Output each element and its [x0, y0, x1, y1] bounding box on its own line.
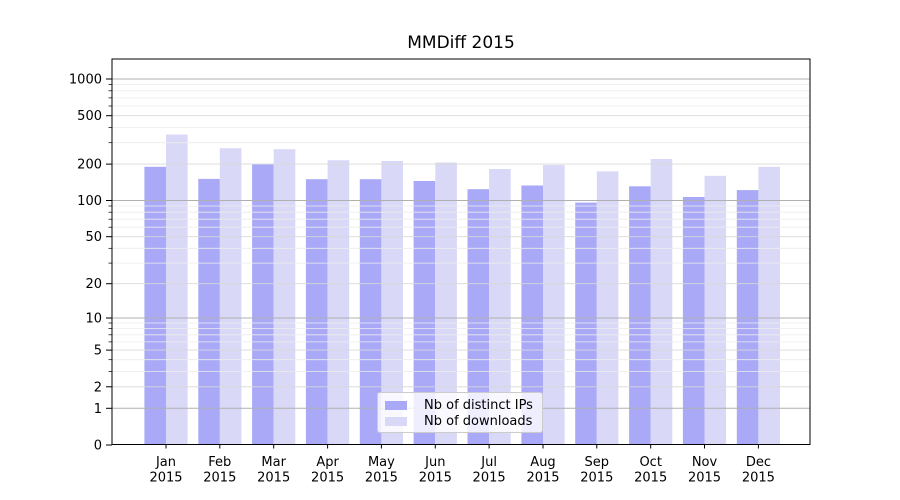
- y-tick-label: 5: [94, 344, 102, 359]
- y-tick-label: 20: [85, 277, 102, 292]
- plot-frame: [111, 58, 811, 445]
- x-tick-label-month: Sep: [585, 455, 610, 470]
- x-tick-label-month: Mar: [261, 455, 286, 470]
- x-tick-label-year: 2015: [634, 471, 667, 486]
- x-tick-label-year: 2015: [203, 471, 236, 486]
- bar-downloads-jul: [489, 169, 511, 445]
- bar-downloads-aug: [543, 165, 565, 445]
- x-tick-label-year: 2015: [419, 471, 452, 486]
- x-tick-label-year: 2015: [149, 471, 182, 486]
- x-tick-label-year: 2015: [688, 471, 721, 486]
- x-tick-label-month: Jan: [155, 455, 176, 470]
- x-tick-label-year: 2015: [526, 471, 559, 486]
- x-tick-label-month: Nov: [692, 455, 718, 470]
- bar-ips-jun: [413, 181, 436, 445]
- legend-swatch-downloads: [385, 416, 407, 426]
- bar-downloads-dec: [758, 166, 780, 445]
- bar-downloads-may: [381, 161, 403, 445]
- x-tick-label-month: Apr: [316, 455, 339, 470]
- bar-ips-apr: [305, 179, 328, 445]
- x-tick-label-year: 2015: [311, 471, 344, 486]
- bar-downloads-sep: [596, 171, 619, 445]
- y-tick-label: 0: [94, 439, 102, 454]
- bar-ips-nov: [682, 197, 705, 445]
- y-tick-label: 500: [77, 109, 102, 124]
- y-tick-label: 10: [85, 312, 102, 327]
- legend-label-distinct-ips: Nb of distinct IPs: [424, 397, 533, 413]
- bar-ips-may: [359, 179, 382, 445]
- bar-ips-aug: [521, 185, 543, 445]
- bar-ips-feb: [198, 178, 220, 445]
- bar-downloads-apr: [327, 160, 350, 445]
- x-tick-label-year: 2015: [365, 471, 398, 486]
- x-tick-label-month: Oct: [639, 455, 661, 470]
- legend-item-downloads: Nb of downloads: [385, 413, 542, 429]
- y-tick-label: 100: [77, 194, 102, 209]
- bar-downloads-jan: [166, 134, 188, 445]
- x-tick-label-month: May: [368, 455, 395, 470]
- bar-downloads-oct: [650, 159, 673, 445]
- x-tick-label-year: 2015: [473, 471, 506, 486]
- x-tick-label-month: Jul: [480, 455, 497, 470]
- x-tick-label-month: Aug: [530, 455, 555, 470]
- x-tick-label-month: Feb: [208, 455, 231, 470]
- x-tick-label-year: 2015: [742, 471, 775, 486]
- bar-ips-mar: [252, 164, 274, 445]
- x-tick-label-month: Jun: [424, 455, 445, 470]
- bar-ips-jan: [144, 166, 166, 445]
- legend: Nb of distinct IPs Nb of downloads: [377, 392, 543, 433]
- x-tick-label-month: Dec: [746, 455, 771, 470]
- bar-downloads-nov: [704, 175, 727, 445]
- bar-ips-oct: [629, 186, 651, 445]
- y-tick-label: 200: [77, 158, 102, 173]
- bar-ips-dec: [736, 190, 759, 445]
- legend-label-downloads: Nb of downloads: [424, 413, 533, 429]
- bar-downloads-mar: [273, 149, 296, 445]
- legend-swatch-distinct-ips: [385, 400, 407, 410]
- bar-downloads-jun: [435, 162, 457, 445]
- chart-title: MMDiff 2015: [407, 33, 515, 53]
- y-tick-label: 2: [94, 380, 102, 395]
- y-tick-label: 50: [85, 230, 102, 245]
- x-tick-label-year: 2015: [580, 471, 613, 486]
- bar-ips-jul: [467, 189, 490, 445]
- x-tick-label-year: 2015: [257, 471, 290, 486]
- y-tick-label: 1: [94, 402, 102, 417]
- y-tick-label: 1000: [69, 73, 102, 88]
- legend-item-distinct-ips: Nb of distinct IPs: [385, 397, 542, 413]
- bar-downloads-feb: [219, 148, 242, 445]
